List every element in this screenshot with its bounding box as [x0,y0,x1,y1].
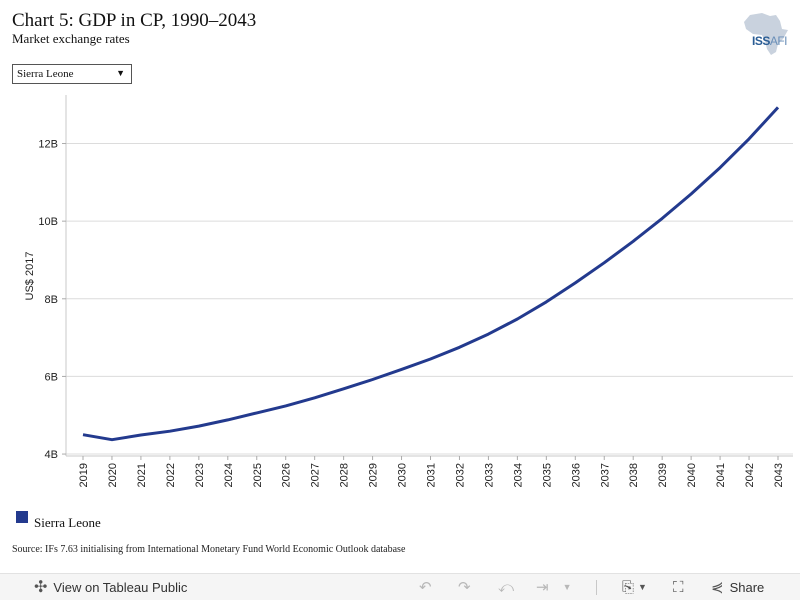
tableau-toolbar: ✣ View on Tableau Public ↶ ↷ ⤺ ⇥ ▼ ⎘ ▼ ⛶ ⋞… [0,573,800,600]
gridlines [66,143,793,455]
x-tick-label: 2041 [715,463,727,487]
country-filter-dropdown[interactable]: Sierra Leone ▼ [12,64,132,84]
x-tick-label: 2028 [339,463,351,487]
share-button[interactable]: ⋞ Share [711,574,764,600]
legend-label: Sierra Leone [34,515,101,530]
x-axis-ticks: 2019 2020 2021 2022 2023 2024 2025 2026 2027 2028… [78,456,785,487]
y-tick-label: 10B [38,216,58,228]
iss-logo[interactable]: ISSAFI [752,34,788,48]
x-tick-label: 2025 [252,463,264,487]
x-tick-label: 2043 [773,463,785,487]
chart-subtitle: Market exchange rates [12,31,130,46]
x-tick-label: 2019 [78,463,90,487]
x-tick-label: 2021 [136,463,148,487]
x-tick-label: 2039 [657,463,669,487]
chevron-down-icon: ▼ [638,582,647,592]
y-tick-label: 6B [45,371,58,383]
x-tick-label: 2020 [107,463,119,487]
x-tick-label: 2027 [310,463,322,487]
x-tick-label: 2032 [454,463,466,487]
tableau-logo-icon: ✣ [34,579,48,596]
y-axis-label: US$ 2017 [24,252,36,301]
x-tick-label: 2023 [194,463,206,487]
dropdown-arrow-icon: ▼ [116,68,125,78]
revert-icon: ⤺ [498,578,515,596]
toolbar-divider [596,580,597,595]
revert-button[interactable]: ⤺ [498,574,514,600]
chart-title: Chart 5: GDP in CP, 1990–2043 [12,10,257,31]
redo-button[interactable]: ↷ [458,574,471,600]
y-tick-label: 8B [45,294,58,306]
view-on-tableau-label: View on Tableau Public [53,579,188,595]
x-tick-label: 2035 [541,463,553,487]
x-tick-label: 2034 [512,463,524,487]
refresh-icon: ⇥ [536,579,549,596]
view-on-tableau-button[interactable]: ✣ View on Tableau Public [34,574,187,600]
download-button[interactable]: ⎘ ▼ [622,574,647,600]
x-tick-label: 2031 [426,463,438,487]
y-tick-label: 12B [38,139,58,151]
x-tick-label: 2029 [368,463,380,487]
country-filter-value: Sierra Leone [17,68,74,80]
x-tick-label: 2038 [628,463,640,487]
gdp-line-chart: 4B 6B 8B 10B 12B 2019 2020 2021 2022 2023 2024 202… [24,95,793,487]
redo-icon: ↷ [458,579,471,596]
x-tick-label: 2036 [570,463,582,487]
refresh-button[interactable]: ⇥ ▼ [536,574,572,600]
share-label: Share [729,579,765,595]
series-group [82,106,780,442]
undo-icon: ↶ [419,579,432,596]
x-tick-label: 2037 [599,463,611,487]
x-tick-label: 2026 [281,463,293,487]
fullscreen-icon: ⛶ [673,578,684,596]
x-tick-label: 2040 [686,463,698,487]
x-tick-label: 2022 [165,463,177,487]
source-note: Source: IFs 7.63 initialising from Inter… [12,544,406,555]
y-tick-label: 4B [45,449,58,461]
chevron-down-icon: ▼ [562,582,572,592]
africa-map-icon [744,13,788,55]
undo-button[interactable]: ↶ [419,574,432,600]
x-tick-label: 2042 [744,463,756,487]
fullscreen-button[interactable]: ⛶ [673,574,684,600]
legend-swatch [16,511,28,523]
share-icon: ⋞ [711,579,724,596]
download-icon: ⎘ [622,578,635,596]
series-line-sierra-leone [82,106,780,442]
x-tick-label: 2033 [483,463,495,487]
x-tick-label: 2024 [223,463,235,487]
y-axis-ticks: 4B 6B 8B 10B 12B [38,139,66,461]
x-tick-label: 2030 [397,463,409,487]
